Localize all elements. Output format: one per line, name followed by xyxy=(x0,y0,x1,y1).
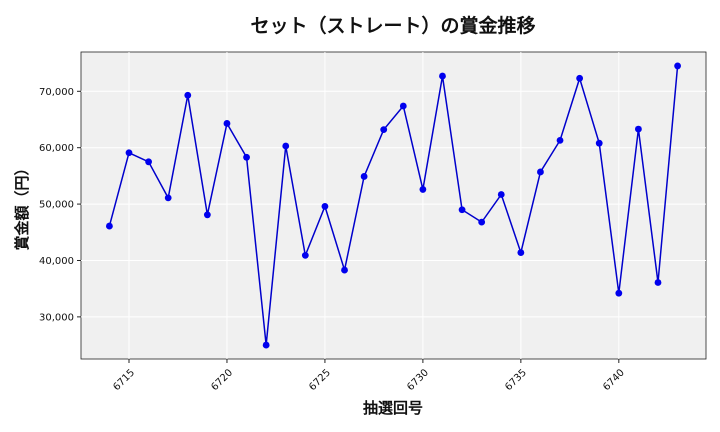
data-point xyxy=(145,158,152,166)
x-tick-label: 6720 xyxy=(209,367,235,393)
x-tick-label: 6715 xyxy=(111,367,137,393)
data-point xyxy=(125,149,133,157)
data-point xyxy=(576,74,584,82)
x-axis-label: 抽選回号 xyxy=(363,399,423,417)
y-axis-label: 賞金額（円） xyxy=(13,160,31,250)
data-point xyxy=(223,120,231,127)
data-point xyxy=(399,102,407,110)
x-tick-label: 6730 xyxy=(405,367,431,393)
data-point xyxy=(243,153,250,161)
data-point xyxy=(321,202,329,210)
data-point xyxy=(478,218,486,226)
chart-title: セット（ストレート）の賞金推移 xyxy=(250,14,535,37)
y-tick-label: 50,000 xyxy=(39,200,74,211)
data-point xyxy=(341,266,348,274)
data-point xyxy=(497,191,505,198)
data-point xyxy=(419,186,427,193)
data-point xyxy=(301,252,309,259)
y-tick-label: 60,000 xyxy=(39,143,74,154)
data-point xyxy=(439,72,446,80)
data-point xyxy=(674,62,681,70)
data-point xyxy=(203,211,211,219)
x-tick-label: 6725 xyxy=(307,367,333,393)
data-point xyxy=(537,168,544,176)
data-point xyxy=(360,173,368,180)
data-point xyxy=(458,206,466,214)
data-point xyxy=(635,125,642,133)
y-tick-label: 70,000 xyxy=(39,87,74,98)
data-points xyxy=(106,62,681,349)
series-line xyxy=(108,65,679,346)
x-tick-label: 6735 xyxy=(503,367,529,393)
data-point xyxy=(556,136,564,144)
plot-area xyxy=(80,51,707,360)
data-point xyxy=(615,289,623,297)
data-point xyxy=(282,142,290,150)
y-tick-label: 30,000 xyxy=(39,312,74,323)
grid xyxy=(81,52,706,359)
y-tick-label: 40,000 xyxy=(39,256,74,267)
data-point xyxy=(380,126,388,134)
data-point xyxy=(595,139,603,147)
data-point xyxy=(164,194,172,202)
data-point xyxy=(106,222,113,230)
data-point xyxy=(184,91,192,99)
data-point xyxy=(262,341,270,349)
y-axis: 30,000 40,000 50,000 60,000 70,000 xyxy=(39,87,81,323)
data-point xyxy=(517,249,525,256)
x-axis: 6715 6720 6725 6730 6735 6740 xyxy=(111,359,627,393)
x-tick-label: 6740 xyxy=(601,367,627,393)
data-point xyxy=(654,279,662,286)
